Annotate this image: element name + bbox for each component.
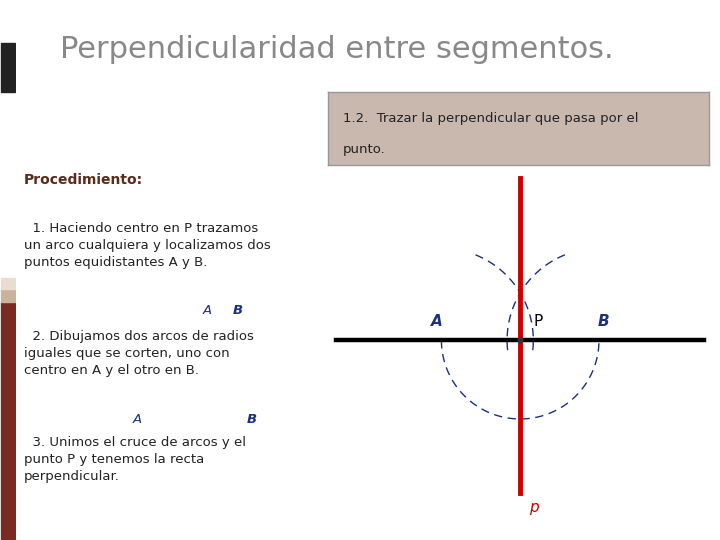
Text: B: B bbox=[233, 304, 243, 317]
Text: punto.: punto. bbox=[343, 143, 386, 156]
Text: B: B bbox=[598, 314, 609, 329]
Text: Procedimiento:: Procedimiento: bbox=[24, 172, 143, 186]
Text: Perpendicularidad entre segmentos.: Perpendicularidad entre segmentos. bbox=[60, 35, 613, 64]
Bar bbox=[1, 43, 15, 92]
Text: 2. Dibujamos dos arcos de radios
iguales que se corten, uno con
centro en A y el: 2. Dibujamos dos arcos de radios iguales… bbox=[24, 330, 254, 377]
Bar bbox=[1, 278, 15, 289]
Text: A: A bbox=[431, 314, 443, 329]
Text: A: A bbox=[202, 304, 212, 317]
Text: p: p bbox=[529, 500, 539, 515]
Bar bbox=[1, 302, 15, 540]
Text: A: A bbox=[132, 413, 142, 426]
Text: 1.2.  Trazar la perpendicular que pasa por el: 1.2. Trazar la perpendicular que pasa po… bbox=[343, 112, 639, 125]
Text: 3. Unimos el cruce de arcos y el
punto P y tenemos la recta
perpendicular.: 3. Unimos el cruce de arcos y el punto P… bbox=[24, 436, 246, 483]
Text: P: P bbox=[534, 314, 543, 329]
Text: B: B bbox=[247, 413, 257, 426]
Bar bbox=[1, 289, 15, 302]
Text: 1. Haciendo centro en P trazamos
un arco cualquiera y localizamos dos
puntos equ: 1. Haciendo centro en P trazamos un arco… bbox=[24, 221, 271, 269]
